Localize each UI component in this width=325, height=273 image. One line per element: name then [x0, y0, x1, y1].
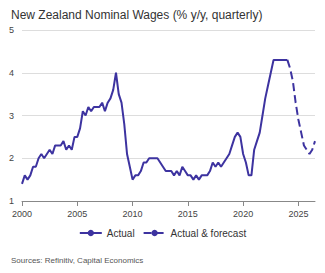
svg-text:Actual: Actual [107, 228, 135, 239]
svg-text:2005: 2005 [67, 209, 87, 219]
svg-text:3: 3 [9, 111, 14, 121]
svg-text:1: 1 [9, 196, 14, 206]
svg-text:2020: 2020 [233, 209, 253, 219]
svg-text:Actual & forecast: Actual & forecast [171, 228, 247, 239]
svg-text:4: 4 [9, 68, 14, 78]
svg-text:2000: 2000 [12, 209, 32, 219]
svg-text:Sources: Refinitiv, Capital Ec: Sources: Refinitiv, Capital Economics [11, 256, 143, 265]
svg-text:5: 5 [9, 25, 14, 35]
svg-text:New Zealand Nominal Wages (% y: New Zealand Nominal Wages (% y/y, quarte… [11, 8, 262, 22]
svg-text:2010: 2010 [123, 209, 143, 219]
svg-text:2015: 2015 [178, 209, 198, 219]
svg-text:2025: 2025 [288, 209, 308, 219]
svg-text:2: 2 [9, 153, 14, 163]
